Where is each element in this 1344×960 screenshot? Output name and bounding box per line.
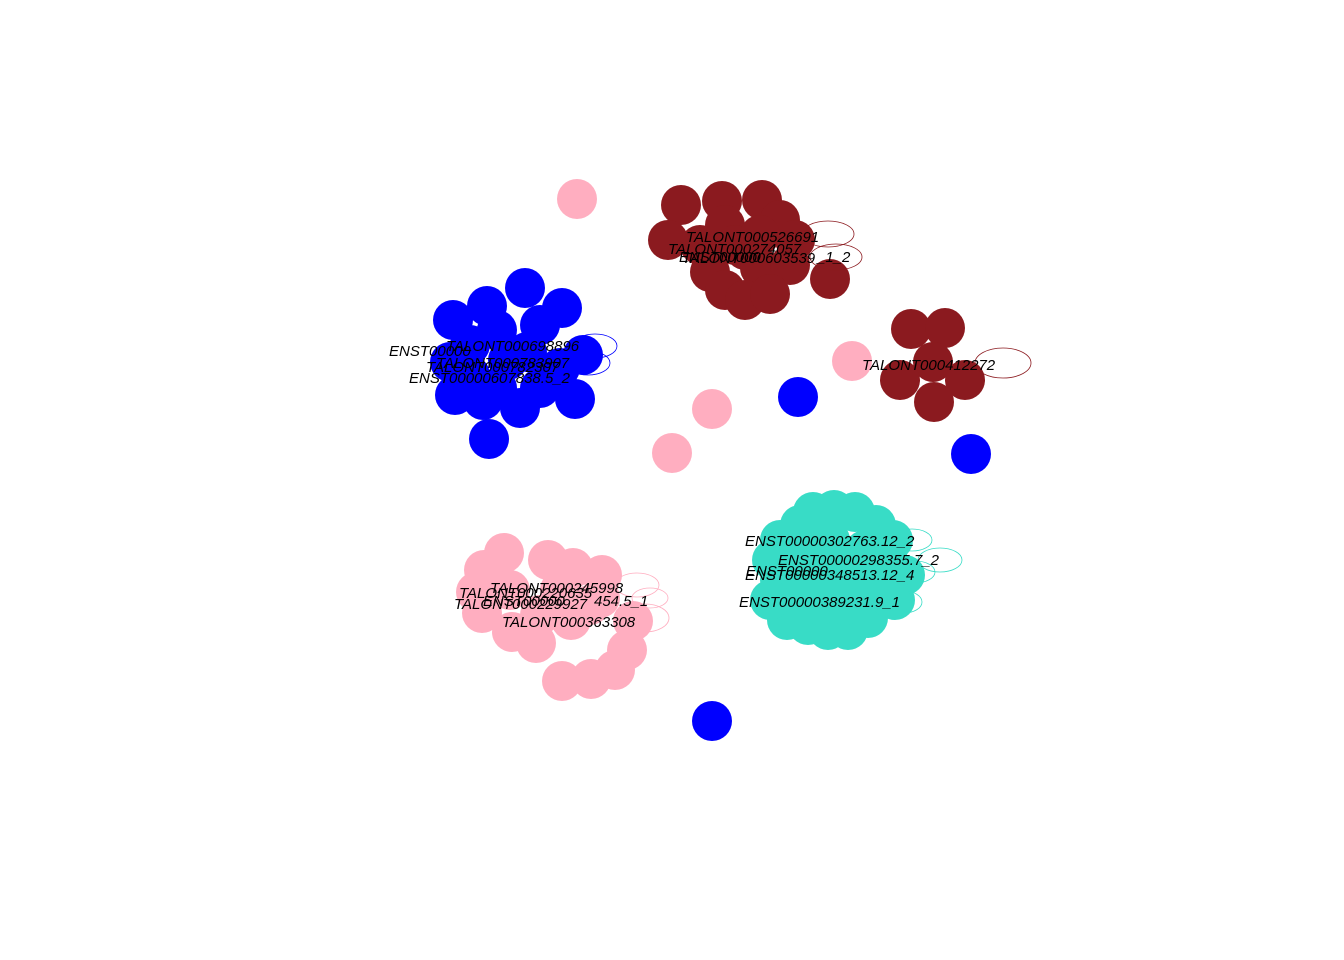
graph-node [505,268,545,308]
self-loop-layer [565,220,1032,633]
graph-node [913,342,953,382]
graph-node [648,220,688,260]
node-label: ENST00000348513.12_4 [745,567,914,584]
graph-node [778,377,818,417]
node-label: 454.5_1 [594,593,648,610]
node-label: TALONT000229927 [454,596,588,613]
self-loop-edge [631,587,669,609]
graph-node [450,355,490,395]
label-layer: TALONT000698896 ENST00000 TALONT00078390… [389,229,996,631]
node-label: ENST00000 [483,593,565,610]
graph-node [880,360,920,400]
graph-node [925,308,965,348]
graph-node [570,585,610,625]
self-loop-edge [891,528,933,552]
node-label: TALONT000526691 [686,229,819,246]
node-label: TALONT000412272 [862,357,996,374]
graph-node [750,274,790,314]
graph-node [810,259,850,299]
node-layer [430,179,991,741]
node-label: ENST00000 [389,343,471,360]
graph-node [891,309,931,349]
graph-node [832,341,872,381]
graph-node [951,434,991,474]
self-loop-edge [614,572,660,598]
node-label: ENST00000389231.9_1 [739,594,900,611]
graph-node [462,593,502,633]
graph-node [555,379,595,419]
node-label: TALONT000698896 [446,338,580,355]
self-loop-edge [572,333,618,359]
node-label: TALONT000363308 [502,614,636,631]
self-loop-edge [565,350,611,376]
graph-node [780,505,820,545]
node-label: _1_2 [815,249,851,266]
graph-node [571,659,611,699]
graph-node [914,382,954,422]
graph-node [810,520,850,560]
self-loop-edge [894,560,936,584]
node-label: ENST00000302763.12_2 [745,533,915,550]
graph-node [840,550,880,590]
node-label: TALONT000220635 [459,585,593,602]
graph-node [692,389,732,429]
graph-node [870,578,910,618]
graph-node [661,185,701,225]
graph-node [652,433,692,473]
graph-node [469,419,509,459]
graph-node [750,580,790,620]
node-label: ENST00000298355.7_2 [778,552,940,569]
graph-node [520,595,560,635]
self-loop-edge [885,590,923,614]
node-label: TALONT000603539 [682,250,816,267]
self-loop-edge [917,547,963,573]
node-label: TALONT000245998 [490,580,624,597]
graph-node [520,368,560,408]
graph-node [945,360,985,400]
graph-node [692,701,732,741]
graph-node [507,332,547,372]
node-label: ENST00000 [679,249,761,266]
self-loop-edge [809,243,863,271]
node-label: ENST00000607838.5_2 [409,370,571,387]
graph-node [490,570,530,610]
graph-node [542,661,582,701]
graph-node [740,215,780,255]
node-label: TALONT000782307 [426,359,560,376]
graph-node [557,179,597,219]
node-label: TALONT000783907 [436,355,570,372]
graph-node [770,245,810,285]
node-label: ENST00000 [746,563,828,580]
graph-node [790,560,830,600]
self-loop-edge [620,603,670,633]
self-loop-edge [974,347,1032,379]
self-loop-edge [801,220,855,248]
node-label: TALONT000274057 [668,241,802,258]
